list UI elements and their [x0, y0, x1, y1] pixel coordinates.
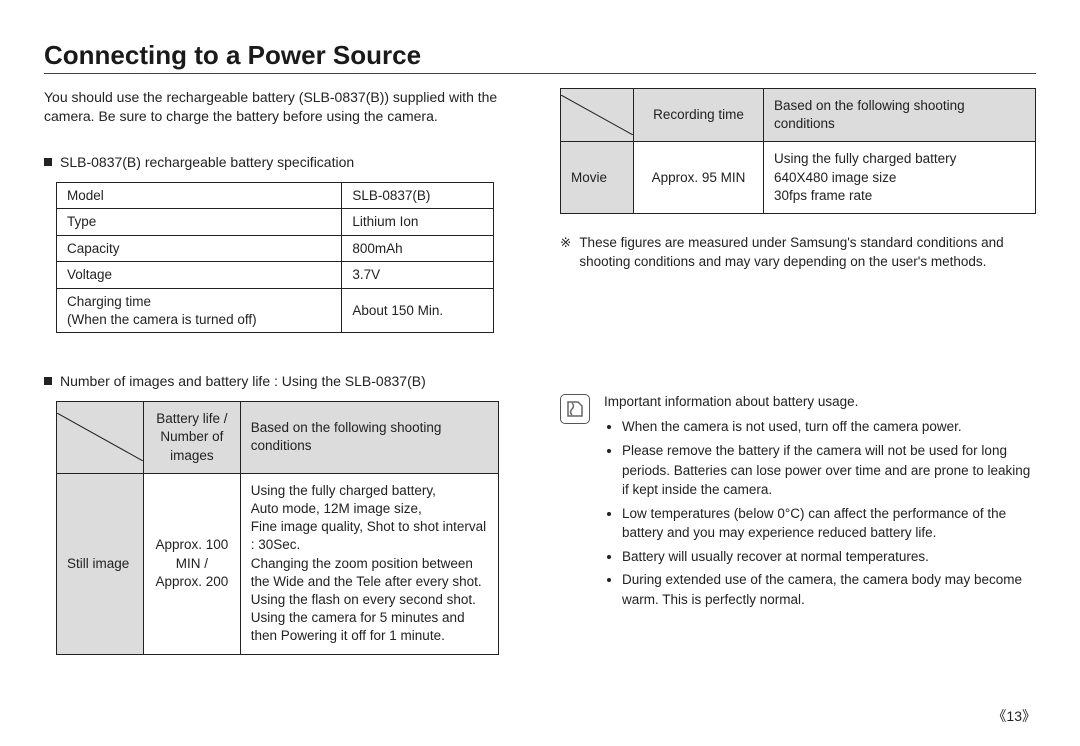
- table-row: Still image Approx. 100 MIN /Approx. 200…: [57, 473, 499, 654]
- spec-value: Lithium Ion: [342, 209, 494, 236]
- movie-value: Approx. 95 MIN: [634, 142, 764, 214]
- spec-label: Voltage: [57, 262, 342, 289]
- cond-line: 640X480 image size: [774, 169, 1025, 187]
- spec-heading: SLB-0837(B) rechargeable battery specifi…: [44, 154, 520, 170]
- footnote: ※ These figures are measured under Samsu…: [560, 234, 1036, 272]
- note-icon: [560, 394, 590, 424]
- list-item: Battery will usually recover at normal t…: [622, 547, 1036, 567]
- header-conditions: Based on the following shooting conditio…: [764, 89, 1036, 142]
- diagonal-cell: [561, 89, 634, 142]
- spec-label: Capacity: [57, 235, 342, 262]
- table-row: Voltage3.7V: [57, 262, 494, 289]
- info-block: Important information about battery usag…: [560, 392, 1036, 614]
- list-item: Please remove the battery if the camera …: [622, 441, 1036, 500]
- info-list: When the camera is not used, turn off th…: [604, 417, 1036, 609]
- still-conditions: Using the fully charged battery, Auto mo…: [240, 473, 498, 654]
- table-row: Movie Approx. 95 MIN Using the fully cha…: [561, 142, 1036, 214]
- usage-heading: Number of images and battery life : Usin…: [44, 373, 520, 389]
- title-rule: [44, 73, 1036, 74]
- list-item: When the camera is not used, turn off th…: [622, 417, 1036, 437]
- cond-line: Changing the zoom position between the W…: [251, 555, 488, 591]
- header-conditions: Based on the following shooting conditio…: [240, 402, 498, 474]
- footnote-mark-icon: ※: [560, 234, 571, 272]
- header-battery-life: Battery life /Number of images: [144, 402, 241, 474]
- cond-line: Using the fully charged battery: [774, 150, 1025, 168]
- list-item: Low temperatures (below 0°C) can affect …: [622, 504, 1036, 543]
- table-row: Battery life /Number of images Based on …: [57, 402, 499, 474]
- table-row: ModelSLB-0837(B): [57, 182, 494, 209]
- movie-conditions: Using the fully charged battery 640X480 …: [764, 142, 1036, 214]
- footnote-text: These figures are measured under Samsung…: [579, 234, 1036, 272]
- diagonal-cell: [57, 402, 144, 474]
- spec-value: SLB-0837(B): [342, 182, 494, 209]
- cond-line: Fine image quality, Shot to shot interva…: [251, 518, 488, 554]
- left-column: You should use the rechargeable battery …: [44, 88, 520, 655]
- spec-value: About 150 Min.: [342, 288, 494, 332]
- cond-line: Auto mode, 12M image size,: [251, 500, 488, 518]
- table-row: Recording time Based on the following sh…: [561, 89, 1036, 142]
- header-recording-time: Recording time: [634, 89, 764, 142]
- spec-table: ModelSLB-0837(B) TypeLithium Ion Capacit…: [56, 182, 494, 333]
- cond-line: 30fps frame rate: [774, 187, 1025, 205]
- still-value: Approx. 100 MIN /Approx. 200: [144, 473, 241, 654]
- info-heading: Important information about battery usag…: [604, 392, 1036, 412]
- spec-value: 800mAh: [342, 235, 494, 262]
- usage-table-movie: Recording time Based on the following sh…: [560, 88, 1036, 214]
- right-column: Recording time Based on the following sh…: [560, 88, 1036, 655]
- cond-line: Using the fully charged battery,: [251, 482, 488, 500]
- mode-still: Still image: [57, 473, 144, 654]
- intro-text: You should use the rechargeable battery …: [44, 88, 520, 126]
- spec-label: Charging time(When the camera is turned …: [57, 288, 342, 332]
- table-row: TypeLithium Ion: [57, 209, 494, 236]
- cond-line: Using the camera for 5 minutes and then …: [251, 609, 488, 645]
- cond-line: Using the flash on every second shot.: [251, 591, 488, 609]
- table-row: Charging time(When the camera is turned …: [57, 288, 494, 332]
- spec-value: 3.7V: [342, 262, 494, 289]
- spec-label: Model: [57, 182, 342, 209]
- spec-label: Type: [57, 209, 342, 236]
- table-row: Capacity800mAh: [57, 235, 494, 262]
- usage-table-still: Battery life /Number of images Based on …: [56, 401, 499, 655]
- page-title: Connecting to a Power Source: [44, 40, 1036, 71]
- mode-movie: Movie: [561, 142, 634, 214]
- page-number: 13: [992, 706, 1036, 726]
- list-item: During extended use of the camera, the c…: [622, 570, 1036, 609]
